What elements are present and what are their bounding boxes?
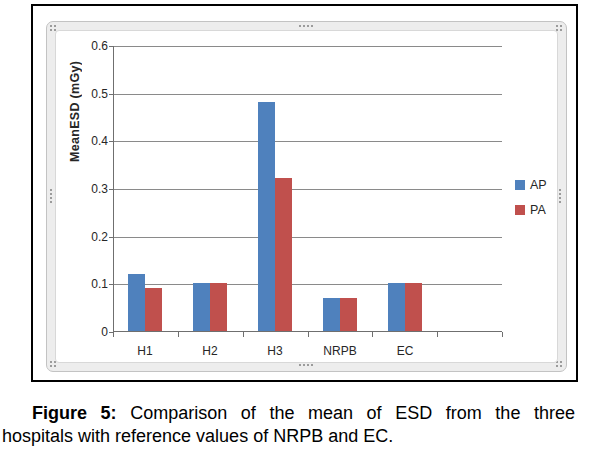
legend-swatch-pa — [515, 205, 525, 215]
bar-ap-h3 — [258, 102, 275, 331]
x-axis-tick — [437, 332, 438, 337]
chart-legend: AP PA — [515, 179, 547, 229]
x-axis-tick — [308, 332, 309, 337]
gridline — [113, 189, 502, 190]
gridline — [113, 46, 502, 47]
resize-grip-top-left[interactable] — [50, 25, 52, 27]
y-tick-label: 0.3 — [56, 182, 108, 196]
legend-swatch-ap — [515, 180, 525, 190]
gridline — [113, 141, 502, 142]
y-tick-labels: 00.10.20.30.40.50.6 — [56, 46, 108, 346]
chart-object-frame: MeanESD (mGy) 00.10.20.30.40.50.6 H1H2H3… — [46, 21, 567, 372]
gridline — [113, 284, 502, 285]
y-tick-label: 0.2 — [56, 230, 108, 244]
figure-border-box: MeanESD (mGy) 00.10.20.30.40.50.6 H1H2H3… — [31, 4, 578, 382]
figure-caption-line2: hospitals with reference values of NRPB … — [2, 425, 575, 448]
y-axis-tick — [109, 46, 113, 47]
chart-canvas: MeanESD (mGy) 00.10.20.30.40.50.6 H1H2H3… — [55, 30, 558, 363]
legend-label-pa: PA — [530, 204, 546, 216]
bar-ap-nrpb — [323, 298, 340, 331]
legend-label-ap: AP — [530, 179, 547, 191]
x-category-label: H1 — [113, 344, 177, 358]
figure-caption: Figure 5: Comparison of the mean of ESD … — [2, 402, 575, 448]
bar-pa-nrpb — [340, 298, 357, 331]
y-axis-tick — [109, 284, 113, 285]
resize-grip-left[interactable] — [50, 189, 52, 191]
resize-grip-bottom-left[interactable] — [50, 361, 52, 363]
bar-pa-ec — [405, 283, 422, 331]
x-category-label: H2 — [178, 344, 242, 358]
resize-grip-right[interactable] — [559, 189, 561, 191]
y-axis-tick — [109, 94, 113, 95]
resize-grip-top-right[interactable] — [556, 25, 558, 27]
legend-item-ap: AP — [515, 179, 547, 191]
resize-grip-top[interactable] — [299, 25, 301, 27]
x-category-label: EC — [373, 344, 437, 358]
y-axis-tick — [109, 141, 113, 142]
resize-grip-bottom[interactable] — [299, 364, 301, 366]
y-axis-line — [113, 46, 114, 332]
y-tick-label: 0.6 — [56, 39, 108, 53]
bar-pa-h1 — [145, 288, 162, 331]
plot-area — [113, 46, 502, 332]
legend-item-pa: PA — [515, 204, 547, 216]
x-axis-tick — [178, 332, 179, 337]
y-axis-tick — [109, 237, 113, 238]
figure-caption-line1-text: Comparison of the mean of ESD from the t… — [130, 403, 575, 423]
bar-ap-h1 — [128, 274, 145, 331]
figure-caption-line1: Figure 5: Comparison of the mean of ESD … — [2, 402, 575, 425]
bar-ap-h2 — [193, 283, 210, 331]
y-axis-tick — [109, 189, 113, 190]
gridline — [113, 237, 502, 238]
x-category-label: NRPB — [308, 344, 372, 358]
gridline — [113, 94, 502, 95]
x-axis-tick — [502, 332, 503, 337]
x-axis-tick — [372, 332, 373, 337]
x-axis-tick — [243, 332, 244, 337]
figure-caption-label: Figure 5: — [32, 403, 117, 423]
x-category-labels: H1H2H3NRPBEC — [113, 344, 502, 360]
x-axis-tick — [113, 332, 114, 337]
bar-pa-h2 — [210, 283, 227, 331]
y-tick-label: 0.1 — [56, 277, 108, 291]
x-category-label: H3 — [243, 344, 307, 358]
y-tick-label: 0.4 — [56, 134, 108, 148]
y-tick-label: 0.5 — [56, 87, 108, 101]
bar-pa-h3 — [275, 178, 292, 331]
bar-ap-ec — [388, 283, 405, 331]
y-tick-label: 0 — [56, 325, 108, 339]
